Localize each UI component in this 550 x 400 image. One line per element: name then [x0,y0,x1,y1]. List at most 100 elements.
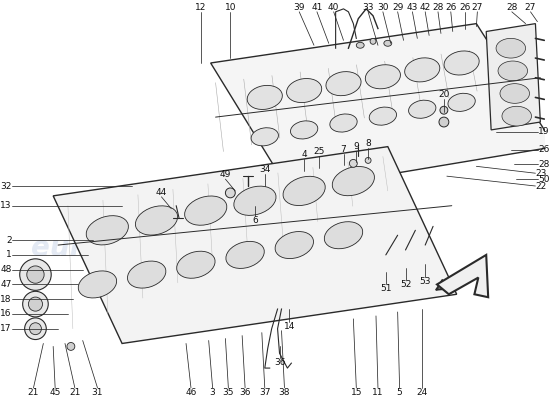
Text: 10: 10 [224,3,236,12]
Ellipse shape [78,271,117,298]
Ellipse shape [226,188,235,198]
Ellipse shape [405,58,440,82]
Ellipse shape [251,128,278,146]
Text: 27: 27 [472,3,483,12]
Text: 21: 21 [69,388,80,397]
Ellipse shape [25,318,46,340]
Text: 26: 26 [445,3,456,12]
Text: 22: 22 [535,182,547,190]
Ellipse shape [356,42,364,48]
Text: 12: 12 [195,3,206,12]
Text: 33: 33 [362,3,374,12]
Text: 18: 18 [1,295,12,304]
Text: 47: 47 [1,280,12,289]
Polygon shape [486,24,540,130]
Text: 52: 52 [400,280,411,290]
Ellipse shape [86,216,128,245]
Ellipse shape [234,186,276,215]
Text: 32: 32 [1,182,12,190]
Ellipse shape [326,72,361,96]
Ellipse shape [27,266,44,283]
Ellipse shape [496,38,526,58]
Text: 26: 26 [538,145,550,154]
Text: 29: 29 [392,3,403,12]
Text: 34: 34 [259,165,271,174]
Text: 27: 27 [525,3,536,12]
Text: 44: 44 [156,188,167,197]
Polygon shape [211,24,550,191]
Ellipse shape [349,160,358,167]
Text: 8: 8 [365,139,371,148]
Ellipse shape [502,106,531,126]
Ellipse shape [23,291,48,317]
Text: 11: 11 [372,388,384,397]
Text: 14: 14 [284,322,295,331]
Text: 28: 28 [506,3,518,12]
Text: 1: 1 [6,250,12,260]
Ellipse shape [283,176,325,206]
Text: 6: 6 [252,216,258,224]
Text: 3: 3 [210,388,216,397]
Ellipse shape [287,78,322,102]
Ellipse shape [30,323,41,335]
Ellipse shape [177,251,215,278]
Text: 36: 36 [274,358,285,367]
Text: 50: 50 [538,175,550,184]
Text: 43: 43 [406,3,418,12]
Text: 15: 15 [350,388,362,397]
Text: 49: 49 [219,170,231,179]
Text: 19: 19 [538,127,550,136]
Text: 53: 53 [420,276,431,286]
Text: 9: 9 [354,142,359,150]
Ellipse shape [384,40,392,46]
Ellipse shape [247,86,282,110]
Ellipse shape [185,196,227,225]
Ellipse shape [370,38,376,44]
Ellipse shape [128,261,166,288]
Ellipse shape [20,259,51,290]
Text: 4: 4 [301,150,307,160]
Text: 23: 23 [535,169,547,178]
Ellipse shape [135,206,178,235]
Ellipse shape [330,114,357,132]
Text: 20: 20 [438,90,449,99]
Polygon shape [437,255,488,297]
Text: 2: 2 [6,236,12,245]
Text: 26: 26 [459,3,470,12]
Ellipse shape [324,222,362,249]
Ellipse shape [500,84,530,103]
Ellipse shape [440,106,448,114]
Ellipse shape [29,297,42,311]
Ellipse shape [365,158,371,163]
Text: 42: 42 [420,3,431,12]
Ellipse shape [67,342,75,350]
Text: eurospares: eurospares [274,61,450,89]
Text: 41: 41 [311,3,323,12]
Text: 30: 30 [377,3,389,12]
Text: 35: 35 [223,388,234,397]
Ellipse shape [409,100,436,118]
Text: 16: 16 [1,310,12,318]
Text: 46: 46 [185,388,197,397]
Ellipse shape [226,241,265,268]
Text: 36: 36 [239,388,251,397]
Text: 31: 31 [92,388,103,397]
Ellipse shape [275,232,314,258]
Text: 48: 48 [1,265,12,274]
Text: 13: 13 [1,201,12,210]
Text: 5: 5 [397,388,403,397]
Ellipse shape [365,65,400,89]
Text: 37: 37 [259,388,271,397]
Text: 24: 24 [416,388,428,397]
Ellipse shape [332,166,375,196]
Polygon shape [53,147,456,344]
Ellipse shape [290,121,318,139]
Ellipse shape [439,117,449,127]
Text: 21: 21 [28,388,39,397]
Text: eurospares: eurospares [31,234,207,262]
Text: 25: 25 [313,148,324,156]
Text: 7: 7 [340,144,346,154]
Text: 38: 38 [279,388,290,397]
Text: 28: 28 [538,160,550,169]
Text: 40: 40 [328,3,339,12]
